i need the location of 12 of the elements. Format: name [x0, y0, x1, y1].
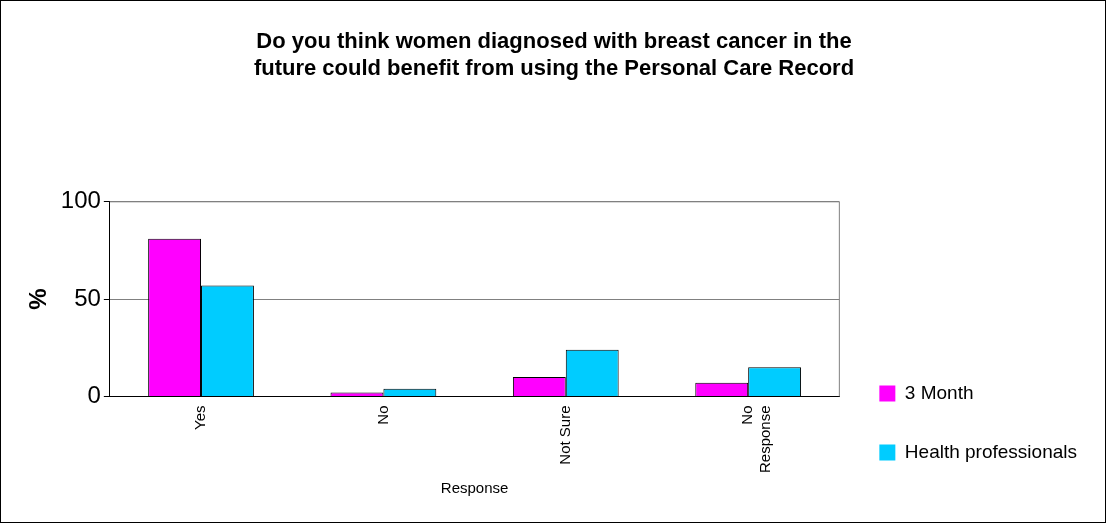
y-tick-label: 0: [87, 381, 101, 409]
x-tick-label: Not Sure: [555, 405, 573, 465]
y-tick-label: 50: [74, 283, 101, 311]
x-tick-label: No: [373, 405, 391, 425]
legend-label: Health professionals: [904, 440, 1078, 462]
y-axis-title: %: [24, 288, 52, 310]
legend-label: 3 Month: [904, 381, 974, 403]
chart-title: Do you think women diagnosed with breast cancer in the future could benefit from using the Personal Care Record: [253, 28, 855, 80]
x-tick-label: Yes: [191, 405, 209, 430]
y-tick-label: 100: [60, 186, 101, 214]
x-tick-label: No Response: [738, 405, 774, 473]
x-axis-title: Response: [440, 479, 509, 497]
